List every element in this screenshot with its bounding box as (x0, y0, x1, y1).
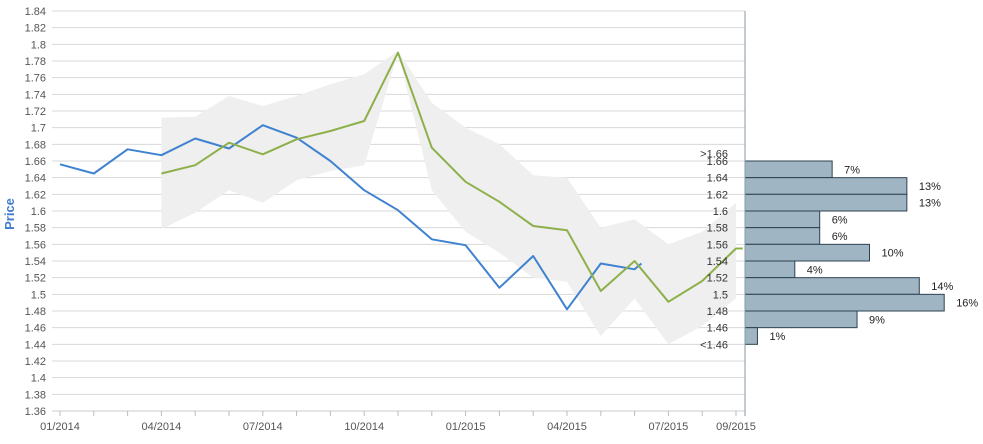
y-tick-label: 1.66 (25, 156, 46, 168)
y-tick-label: 1.6 (31, 206, 46, 218)
histogram-bin-label: 1.56 (707, 239, 728, 251)
forecast-band (161, 51, 736, 345)
histogram-bin-label: 1.58 (707, 223, 728, 235)
histogram-layer: 7% 13% 13% 6% 6% 10% 4% 14%16% 9% 1% >1.661.66 1.64… (700, 149, 978, 352)
x-tick-label: 07/2015 (649, 421, 689, 433)
histogram-bin-label: 1.64 (707, 173, 728, 185)
y-tick-label: 1.76 (25, 73, 46, 85)
histogram-bin-label: 1.52 (707, 273, 728, 285)
histogram-bin-label: >1.66 (700, 149, 728, 161)
y-tick-label: 1.7 (31, 123, 46, 135)
histogram-bin-label: <1.46 (700, 339, 728, 351)
y-tick-label: 1.72 (25, 106, 46, 118)
y-tick-label: 1.58 (25, 223, 46, 235)
y-tick-label: 1.62 (25, 189, 46, 201)
histogram-bar (744, 227, 821, 245)
histogram-bin-label: 1.6 (713, 206, 728, 218)
y-tick-label: 1.48 (25, 306, 46, 318)
y-tick-label: 1.56 (25, 239, 46, 251)
x-tick-label: 04/2014 (142, 421, 182, 433)
histogram-bar (744, 327, 758, 345)
y-tick-label: 1.74 (25, 89, 46, 101)
histogram-bin-label: 1.62 (707, 189, 728, 201)
y-tick-label: 1.78 (25, 56, 46, 68)
histogram-percent-label: 16% (956, 298, 978, 310)
histogram-percent-label: 9% (869, 314, 885, 326)
histogram-bin-label: 1.48 (707, 306, 728, 318)
x-tick-label: 01/2015 (446, 421, 486, 433)
histogram-bar (744, 277, 920, 295)
y-tick-label: 1.4 (31, 373, 46, 385)
y-tick-label: 1.38 (25, 389, 46, 401)
x-tick-label: 01/2014 (40, 421, 80, 433)
histogram-bin-label: 1.54 (707, 256, 728, 268)
histogram-bar (744, 260, 796, 279)
y-tick-label: 1.68 (25, 139, 46, 151)
histogram-bar (744, 243, 870, 262)
y-tick-label: 1.64 (25, 173, 46, 185)
y-tick-label: 1.44 (25, 339, 46, 351)
x-tick-label: 09/2015 (716, 421, 756, 433)
histogram-bin-label: 1.5 (713, 289, 728, 301)
y-axis-title: Price (2, 198, 17, 230)
histogram-percent-label: 14% (931, 281, 953, 293)
histogram-bar (744, 160, 833, 179)
series-line-blue (59, 124, 643, 311)
histogram-bar (744, 177, 908, 195)
x-tick-label: 07/2014 (243, 421, 283, 433)
histogram-bin-label: 1.46 (707, 323, 728, 335)
y-tick-label: 1.84 (25, 6, 46, 18)
y-tick-label: 1.52 (25, 273, 46, 285)
histogram-percent-label: 1% (769, 331, 785, 343)
histogram-bar (744, 193, 908, 212)
series-line-green (161, 51, 743, 303)
axis-layer: 1.36 1.38 1.4 1.42 1.44 1.46 1.48 1.5 1.52 1.54 1.… (25, 6, 756, 433)
histogram-percent-label: 7% (844, 164, 860, 176)
histogram-percent-label: 6% (832, 214, 848, 226)
y-tick-label: 1.82 (25, 23, 46, 35)
series-layer (59, 51, 743, 311)
histogram-percent-label: 10% (882, 248, 904, 260)
y-tick-label: 1.5 (31, 289, 46, 301)
histogram-percent-label: 6% (832, 231, 848, 243)
histogram-percent-label: 4% (807, 264, 823, 276)
x-tick-label: 04/2015 (547, 421, 587, 433)
y-tick-label: 1.42 (25, 356, 46, 368)
y-tick-label: 1.46 (25, 323, 46, 335)
histogram-percent-label: 13% (919, 198, 941, 210)
histogram-bar (744, 293, 945, 312)
histogram-percent-label: 13% (919, 181, 941, 193)
histogram-bar (744, 310, 858, 329)
y-tick-label: 1.36 (25, 406, 46, 418)
y-tick-label: 1.8 (31, 39, 46, 51)
forecast-band-layer (161, 51, 736, 345)
histogram-bar (744, 210, 821, 229)
y-tick-label: 1.54 (25, 256, 46, 268)
histogram-bin-label: 1.66 (707, 156, 728, 168)
x-tick-label: 10/2014 (344, 421, 384, 433)
